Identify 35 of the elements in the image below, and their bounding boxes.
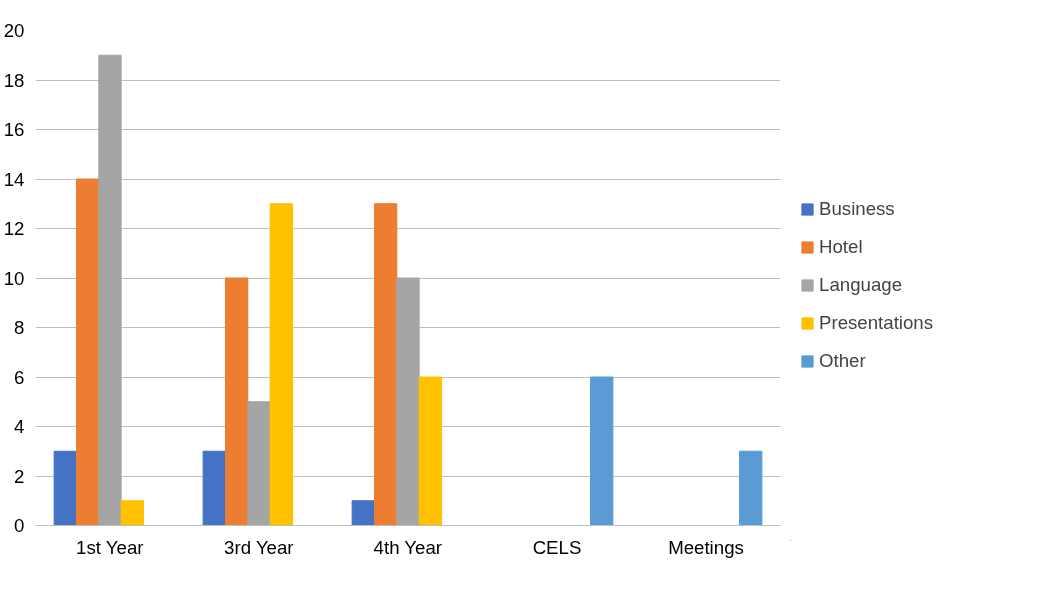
x-tick-label: 3rd Year [224,536,294,558]
bar [396,277,420,526]
y-tick-label: 16 [3,119,25,140]
bar [120,500,145,526]
y-tick-label: 18 [3,69,25,91]
legend-label: Hotel [819,236,863,258]
y-tick-label: 0 [14,515,25,536]
x-tick-label: 1st Year [76,536,144,558]
bar [351,500,375,526]
y-tick-label: 4 [14,416,25,437]
bar [202,450,226,526]
legend-label: Business [819,198,895,220]
legend-label: Presentations [819,312,934,334]
y-tick-label: 14 [3,168,25,190]
y-tick-label: 12 [3,218,25,239]
bar [98,54,122,526]
bar [739,450,763,526]
y-tick-label: 6 [14,366,25,388]
x-tick-label: 4th Year [373,536,443,558]
legend-label: Language [819,274,903,296]
bar [247,401,271,526]
x-tick-label: Meetings [668,536,744,558]
y-tick-label: 2 [14,465,25,487]
bar [590,376,614,526]
bar [418,376,443,526]
bar [75,178,100,526]
bar [53,450,77,526]
x-tick-label: CELS [532,536,582,558]
y-tick-label: 20 [3,20,25,41]
legend-label: Other [819,350,866,372]
y-tick-label: 8 [14,317,25,338]
y-tick-label: 10 [3,267,25,289]
bar [224,277,249,526]
bar [269,203,294,526]
bar [373,203,398,526]
